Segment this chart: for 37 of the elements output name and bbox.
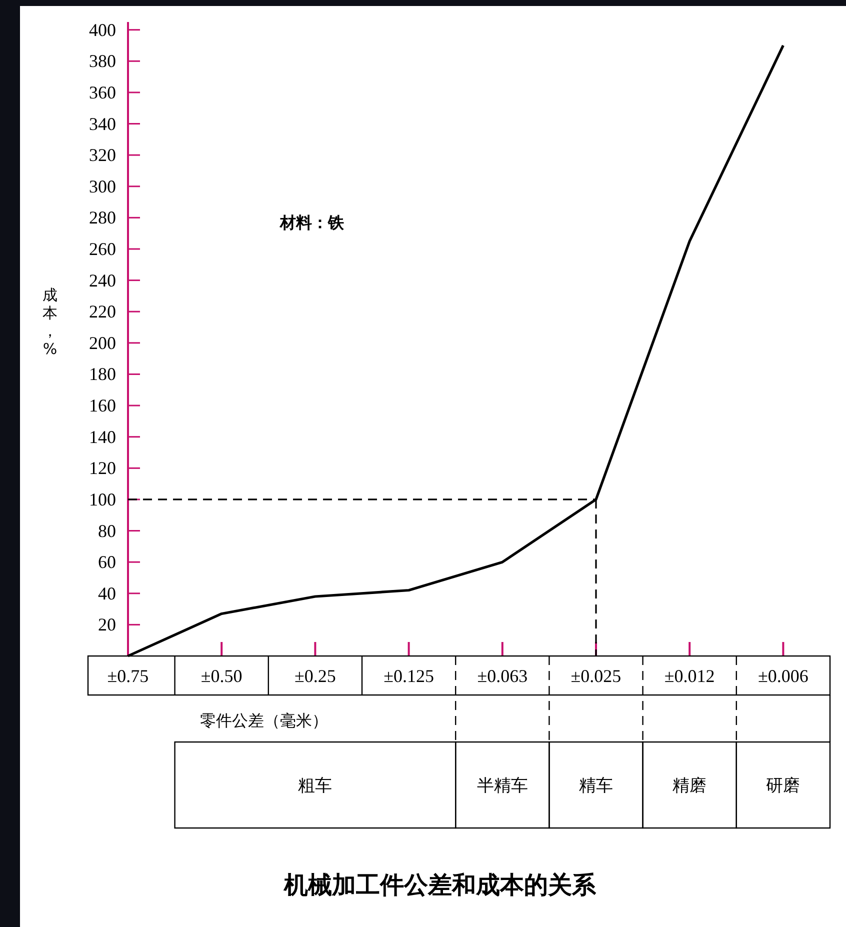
y-tick-label: 320 (89, 145, 116, 166)
y-tick-label: 380 (89, 51, 116, 72)
x-tick-label: ±0.75 (107, 666, 149, 686)
y-tick-label: 60 (98, 552, 116, 572)
y-tick-label: 400 (89, 20, 116, 40)
y-tick-label: 120 (89, 458, 116, 478)
text: 精车 (579, 776, 613, 796)
text: 粗车 (298, 776, 332, 796)
x-tick-label: ±0.006 (758, 666, 808, 686)
x-tick-label: ±0.025 (570, 666, 622, 686)
y-tick-label: 180 (89, 364, 116, 384)
text: 精磨 (672, 776, 707, 796)
y-tick-label: 340 (89, 114, 116, 134)
y-tick-label: 240 (89, 270, 116, 290)
x-tick-label: ±0.012 (664, 666, 715, 686)
y-tick-label: 220 (89, 302, 116, 322)
y-tick-label: 300 (89, 176, 116, 196)
text: 研磨 (766, 776, 800, 796)
x-tick-label: ±0.25 (294, 666, 336, 686)
x-axis-title: 零件公差（毫米） (200, 711, 328, 730)
text: 半精车 (476, 776, 528, 796)
y-tick-label: 280 (89, 208, 116, 228)
x-tick-label: ±0.063 (477, 666, 528, 686)
y-tick-label: 160 (89, 396, 116, 416)
annotation: 材料：铁 (279, 213, 345, 232)
y-tick-label: 80 (98, 520, 116, 541)
text: 机械加工件公差和成本的关系 (283, 871, 597, 899)
y-tick-label: 260 (89, 238, 116, 259)
y-tick-label: 200 (89, 332, 116, 353)
y-tick-label: 20 (98, 614, 116, 635)
y-tick-label: 360 (89, 82, 116, 102)
y-tick-label: 40 (98, 583, 116, 604)
x-tick-label: ±0.125 (384, 666, 434, 686)
x-tick-label: ±0.50 (200, 666, 242, 686)
y-axis-title: 成本，% (42, 286, 58, 358)
y-tick-label: 140 (89, 426, 116, 447)
y-tick-label: 100 (89, 489, 116, 510)
